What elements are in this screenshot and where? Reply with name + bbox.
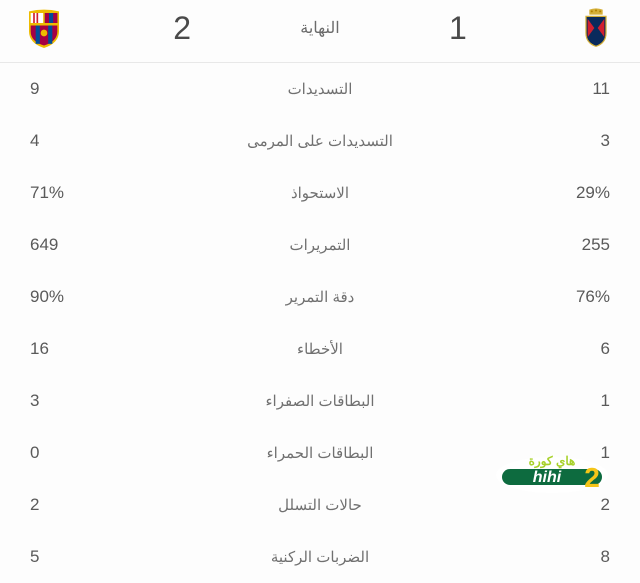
stat-row: 649التمريرات255 xyxy=(30,219,610,271)
stat-away-value: 76% xyxy=(530,287,610,307)
stat-label: البطاقات الحمراء xyxy=(110,444,530,462)
away-crest-icon xyxy=(576,8,616,48)
stat-row: 3البطاقات الصفراء1 xyxy=(30,375,610,427)
stat-home-value: 2 xyxy=(30,495,110,515)
stat-row: 5الضربات الركنية8 xyxy=(30,531,610,583)
stat-away-value: 6 xyxy=(530,339,610,359)
stat-label: التمريرات xyxy=(110,236,530,254)
stat-home-value: 3 xyxy=(30,391,110,411)
stat-away-value: 255 xyxy=(530,235,610,255)
watermark-en: hihi xyxy=(533,469,562,486)
stat-row: 90%دقة التمرير76% xyxy=(30,271,610,323)
stat-row: 16الأخطاء6 xyxy=(30,323,610,375)
stat-away-value: 11 xyxy=(530,79,610,99)
stat-label: دقة التمرير xyxy=(110,288,530,306)
stat-home-value: 0 xyxy=(30,443,110,463)
stat-away-value: 3 xyxy=(530,131,610,151)
home-score: 2 xyxy=(173,10,191,47)
stat-away-value: 8 xyxy=(530,547,610,567)
stat-home-value: 9 xyxy=(30,79,110,99)
stat-label: الاستحواذ xyxy=(110,184,530,202)
stat-home-value: 16 xyxy=(30,339,110,359)
stat-label: التسديدات على المرمى xyxy=(110,132,530,150)
stat-label: الأخطاء xyxy=(110,340,530,358)
stats-table: 9التسديدات114التسديدات على المرمى371%الا… xyxy=(0,63,640,583)
stat-home-value: 649 xyxy=(30,235,110,255)
stat-row: 71%الاستحواذ29% xyxy=(30,167,610,219)
watermark-ar: هاي كورة xyxy=(529,454,576,469)
stat-home-value: 5 xyxy=(30,547,110,567)
watermark-icon: هاي كورة hihi 2 xyxy=(492,447,612,499)
away-score: 1 xyxy=(449,10,467,47)
stat-home-value: 90% xyxy=(30,287,110,307)
score-header: 2 النهاية 1 xyxy=(0,0,640,63)
stat-label: حالات التسلل xyxy=(110,496,530,514)
stat-row: 4التسديدات على المرمى3 xyxy=(30,115,610,167)
stat-home-value: 71% xyxy=(30,183,110,203)
stat-home-value: 4 xyxy=(30,131,110,151)
stat-away-value: 1 xyxy=(530,391,610,411)
watermark-num: 2 xyxy=(584,462,600,493)
stat-label: الضربات الركنية xyxy=(110,548,530,566)
home-crest-icon xyxy=(24,8,64,48)
match-status: النهاية xyxy=(300,18,339,38)
stat-label: البطاقات الصفراء xyxy=(110,392,530,410)
stat-away-value: 29% xyxy=(530,183,610,203)
stat-label: التسديدات xyxy=(110,80,530,98)
stat-row: 9التسديدات11 xyxy=(30,63,610,115)
